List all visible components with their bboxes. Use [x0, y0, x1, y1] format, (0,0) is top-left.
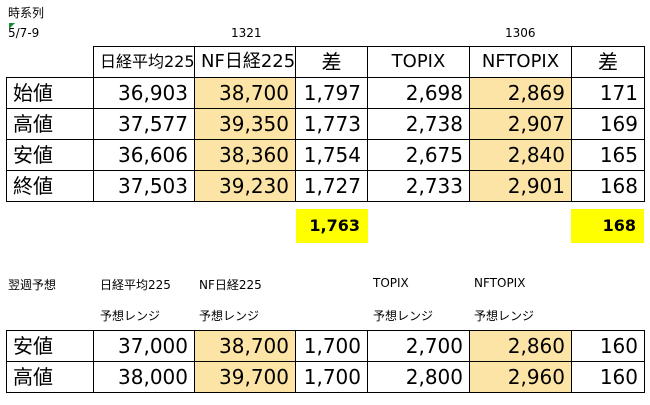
cell-value[interactable]: 37,000: [93, 330, 195, 362]
cell-value[interactable]: 1,700: [295, 330, 368, 362]
cell-value[interactable]: 160: [571, 361, 645, 393]
cell-value[interactable]: 165: [571, 139, 645, 171]
table-row: 終値 37,503 39,230 1,727 2,733 2,901 168: [6, 170, 645, 202]
cell-value[interactable]: 2,907: [469, 108, 572, 140]
cell-value[interactable]: 38,700: [194, 330, 296, 362]
cell-value[interactable]: 2,800: [367, 361, 470, 393]
cell-value[interactable]: 37,577: [93, 108, 195, 140]
cell-comment-marker: [9, 23, 15, 29]
row-label[interactable]: 高値: [6, 108, 94, 140]
forecast-header-nf-nikkei225: NF日経225: [199, 278, 262, 292]
cell-value[interactable]: 39,700: [194, 361, 296, 393]
forecast-header-nikkei225: 日経平均225: [100, 278, 171, 292]
cell-value[interactable]: 39,350: [194, 108, 296, 140]
cell-value[interactable]: 2,869: [469, 77, 572, 109]
timeseries-table: 日経平均225 NF日経225 差 TOPIX NFTOPIX 差 始値 36,…: [6, 46, 645, 202]
cell-value[interactable]: 168: [571, 170, 645, 202]
header-diff-1[interactable]: 差: [295, 46, 368, 78]
table-row: 高値 37,577 39,350 1,773 2,738 2,907 169: [6, 108, 645, 140]
total-diff-nikkei[interactable]: 1,763: [296, 209, 368, 243]
header-row: 日経平均225 NF日経225 差 TOPIX NFTOPIX 差: [6, 46, 645, 78]
table-row: 高値 38,000 39,700 1,700 2,800 2,960 160: [6, 361, 645, 393]
cell-value[interactable]: 1,700: [295, 361, 368, 393]
cell-value[interactable]: 2,738: [367, 108, 470, 140]
cell-value[interactable]: 2,700: [367, 330, 470, 362]
row-label[interactable]: 安値: [6, 330, 94, 362]
cell-value[interactable]: 2,960: [469, 361, 572, 393]
forecast-label: 翌週予想: [8, 278, 57, 292]
range-label: 予想レンジ: [474, 309, 535, 323]
cell-value[interactable]: 1,754: [295, 139, 368, 171]
cell-value[interactable]: 171: [571, 77, 645, 109]
header-nftopix[interactable]: NFTOPIX: [469, 46, 572, 78]
date-range: 5/7-9: [8, 26, 40, 40]
cell-value[interactable]: 38,000: [93, 361, 195, 393]
cell-value[interactable]: 39,230: [194, 170, 296, 202]
header-nf-nikkei225[interactable]: NF日経225: [194, 46, 296, 78]
cell-value[interactable]: 1,773: [295, 108, 368, 140]
cell-value[interactable]: 160: [571, 330, 645, 362]
cell-value[interactable]: 38,360: [194, 139, 296, 171]
sheet-title: 時系列: [8, 6, 45, 20]
header-topix[interactable]: TOPIX: [367, 46, 470, 78]
header-nikkei225[interactable]: 日経平均225: [93, 46, 195, 78]
range-label: 予想レンジ: [199, 309, 260, 323]
cell-value[interactable]: 36,903: [93, 77, 195, 109]
cell-value[interactable]: 37,503: [93, 170, 195, 202]
row-label[interactable]: 安値: [6, 139, 94, 171]
code-1306: 1306: [505, 26, 536, 40]
row-label[interactable]: 終値: [6, 170, 94, 202]
cell-value[interactable]: 2,860: [469, 330, 572, 362]
row-label[interactable]: 高値: [6, 361, 94, 393]
cell-value[interactable]: 2,675: [367, 139, 470, 171]
row-label[interactable]: 始値: [6, 77, 94, 109]
cell-value[interactable]: 169: [571, 108, 645, 140]
cell-value[interactable]: 2,840: [469, 139, 572, 171]
cell-value[interactable]: 2,698: [367, 77, 470, 109]
forecast-header-topix: TOPIX: [373, 276, 409, 290]
cell-value[interactable]: 2,901: [469, 170, 572, 202]
cell-value[interactable]: 2,733: [367, 170, 470, 202]
cell-value[interactable]: 36,606: [93, 139, 195, 171]
table-row: 始値 36,903 38,700 1,797 2,698 2,869 171: [6, 77, 645, 109]
cell-value[interactable]: 1,797: [295, 77, 368, 109]
cell-value[interactable]: 1,727: [295, 170, 368, 202]
table-row: 安値 36,606 38,360 1,754 2,675 2,840 165: [6, 139, 645, 171]
code-1321: 1321: [231, 26, 262, 40]
total-diff-topix[interactable]: 168: [571, 209, 644, 243]
header-diff-2[interactable]: 差: [571, 46, 645, 78]
table-row: 安値 37,000 38,700 1,700 2,700 2,860 160: [6, 330, 645, 362]
range-label: 予想レンジ: [373, 309, 434, 323]
forecast-header-nftopix: NFTOPIX: [474, 276, 526, 290]
forecast-table: 安値 37,000 38,700 1,700 2,700 2,860 160 高…: [6, 330, 645, 393]
corner-cell: [6, 46, 94, 78]
range-label: 予想レンジ: [100, 309, 161, 323]
cell-value[interactable]: 38,700: [194, 77, 296, 109]
